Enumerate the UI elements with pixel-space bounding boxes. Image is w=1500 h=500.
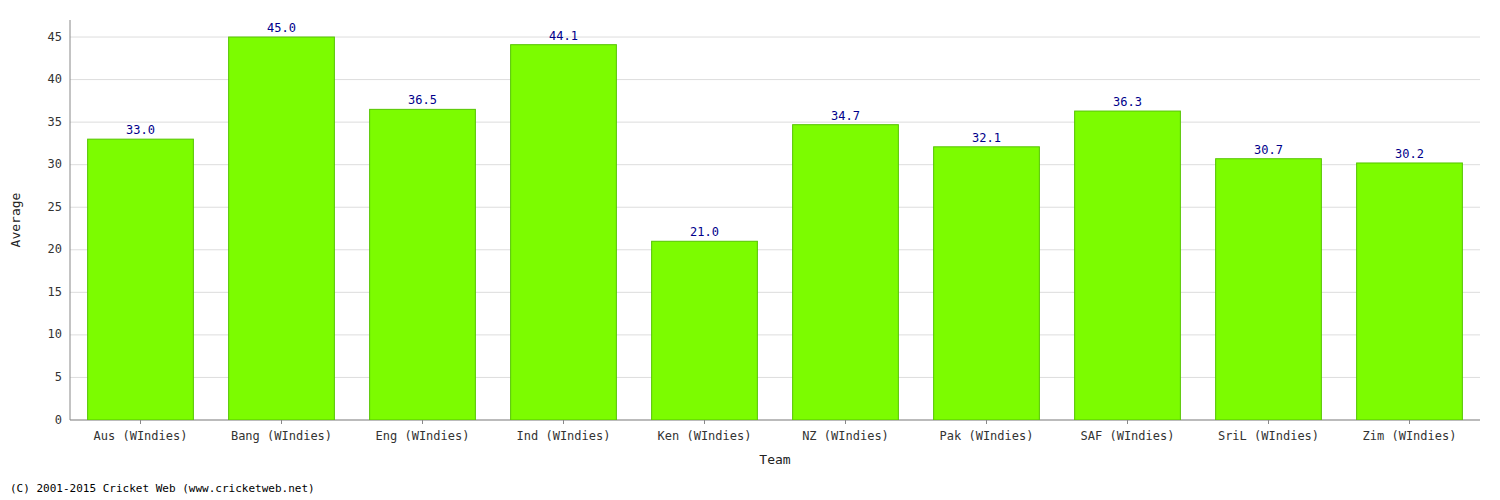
y-tick-label: 20 <box>48 242 62 256</box>
y-tick-label: 0 <box>55 413 62 427</box>
data-label: 36.5 <box>408 93 437 107</box>
bar <box>793 125 899 420</box>
x-tick-label: Eng (WIndies) <box>376 429 470 443</box>
data-label: 30.7 <box>1254 143 1283 157</box>
x-tick <box>563 420 564 424</box>
footer: (C) 2001-2015 Cricket Web (www.cricketwe… <box>10 482 315 495</box>
y-tick-label: 10 <box>48 327 62 341</box>
bar <box>652 241 758 420</box>
bar <box>370 109 476 420</box>
data-label: 33.0 <box>126 123 155 137</box>
x-tick-label: Pak (WIndies) <box>940 429 1034 443</box>
x-tick-label: SriL (WIndies) <box>1218 429 1319 443</box>
bar <box>1075 111 1181 420</box>
data-label: 21.0 <box>690 225 719 239</box>
x-tick <box>845 420 846 424</box>
bar <box>229 37 335 420</box>
x-tick-label: SAF (WIndies) <box>1081 429 1175 443</box>
y-tick-label: 35 <box>48 115 62 129</box>
data-label: 45.0 <box>267 21 296 35</box>
data-label: 44.1 <box>549 29 578 43</box>
bar <box>1216 159 1322 420</box>
y-tick-label: 45 <box>48 30 62 44</box>
chart: 0 5 10 15 20 25 30 35 40 45 33.0 45.0 36.5 44.1 21.0 34… <box>0 0 1500 500</box>
x-tick <box>704 420 705 424</box>
data-label: 36.3 <box>1113 95 1142 109</box>
x-tick <box>140 420 141 424</box>
data-label: 30.2 <box>1395 147 1424 161</box>
x-tick-label: Ken (WIndies) <box>658 429 752 443</box>
x-tick-label: Bang (WIndies) <box>231 429 332 443</box>
bar <box>511 45 617 420</box>
x-tick-label: NZ (WIndies) <box>802 429 889 443</box>
x-tick <box>1409 420 1410 424</box>
bar <box>88 139 194 420</box>
x-axis-title: Team <box>759 452 790 467</box>
y-axis-line <box>70 20 71 420</box>
bar <box>1357 163 1463 420</box>
y-tick-label: 25 <box>48 200 62 214</box>
x-tick <box>422 420 423 424</box>
x-tick-label: Ind (WIndies) <box>517 429 611 443</box>
x-tick-label: Zim (WIndies) <box>1363 429 1457 443</box>
x-tick <box>281 420 282 424</box>
x-tick <box>986 420 987 424</box>
bar <box>934 147 1040 420</box>
x-tick <box>1268 420 1269 424</box>
data-label: 34.7 <box>831 109 860 123</box>
x-tick <box>1127 420 1128 424</box>
y-tick-label: 5 <box>55 370 62 384</box>
x-tick-label: Aus (WIndies) <box>94 429 188 443</box>
y-tick-label: 30 <box>48 157 62 171</box>
grid <box>70 37 1480 420</box>
y-tick-label: 15 <box>48 285 62 299</box>
bars <box>88 37 1463 420</box>
y-axis-title: Average <box>8 192 23 247</box>
data-label: 32.1 <box>972 131 1001 145</box>
y-tick-label: 40 <box>48 72 62 86</box>
